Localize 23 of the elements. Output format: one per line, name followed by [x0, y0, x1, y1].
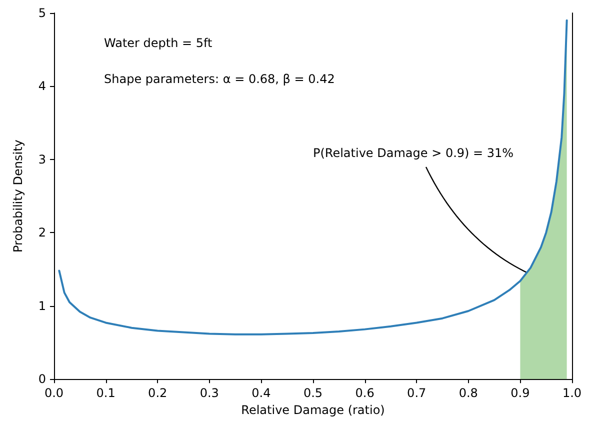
annotation: P(Relative Damage > 0.9) = 31% [313, 146, 514, 160]
x-tick-label: 0.7 [407, 386, 426, 400]
x-tick-label: 0.8 [458, 386, 478, 400]
x-tick-label: 0.6 [355, 386, 374, 400]
x-tick-label: 0.3 [200, 386, 219, 400]
y-tick-label: 4 [38, 79, 46, 94]
x-tick-label: 0.5 [303, 386, 323, 400]
x-axis-title: Relative Damage (ratio) [241, 403, 385, 417]
y-axis-title: Probability Density [11, 140, 25, 252]
y-tick-label: 3 [38, 152, 46, 166]
annotation: Water depth = 5ft [104, 36, 213, 50]
annotation: Shape parameters: α = 0.68, β = 0.42 [104, 72, 335, 86]
x-tick-label: 0.2 [148, 386, 168, 400]
y-tick-label: 5 [38, 6, 46, 20]
x-tick-label: 0.9 [510, 386, 530, 400]
x-tick-label: 1.0 [562, 386, 582, 400]
y-tick-label: 0 [38, 372, 46, 386]
x-tick-label: 0.1 [96, 386, 116, 400]
y-tick-label: 1 [38, 298, 46, 313]
x-tick-label: 0.0 [44, 386, 64, 400]
line-series [58, 19, 568, 336]
y-tick-label: 2 [38, 226, 46, 240]
x-tick-label: 0.4 [252, 386, 271, 400]
